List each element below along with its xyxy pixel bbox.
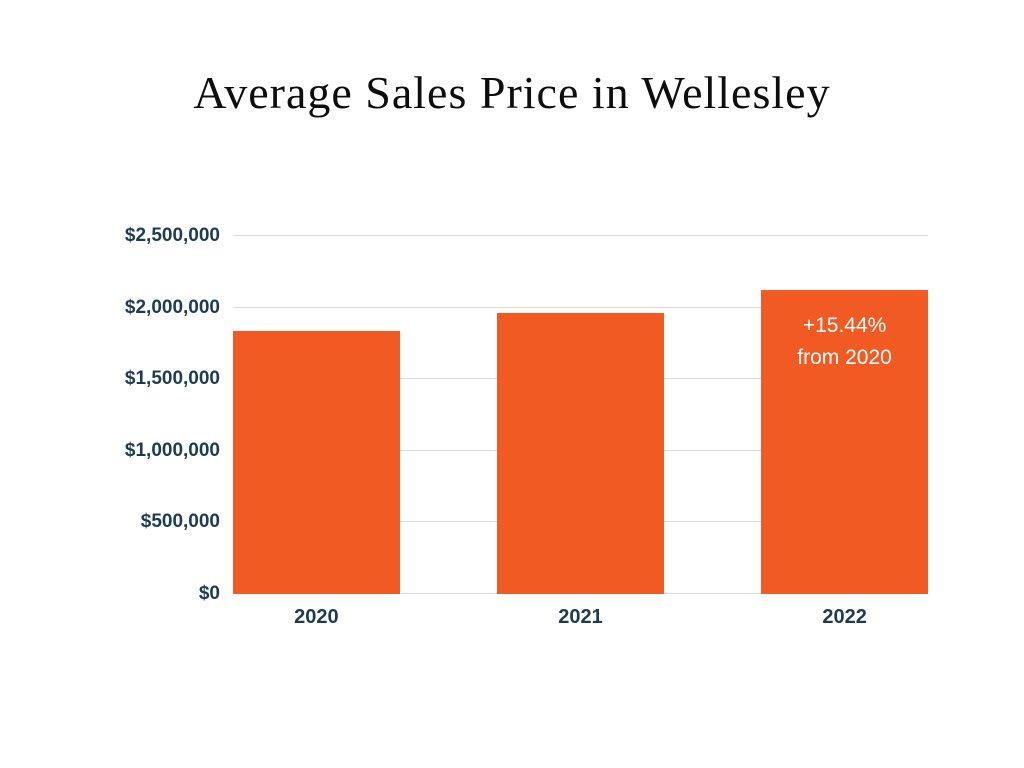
y-tick-label: $0 xyxy=(198,583,220,604)
bar-2020 xyxy=(233,330,400,594)
x-axis: 2020 2021 2022 xyxy=(233,606,928,638)
plot-area: +15.44% from 2020 xyxy=(233,235,928,594)
y-tick-label: $1,500,000 xyxy=(124,368,220,390)
x-tick-label: 2022 xyxy=(822,606,867,628)
y-tick-label: $1,000,000 xyxy=(124,439,220,461)
bar-annotation-line: +15.44% xyxy=(802,313,887,337)
bars: +15.44% from 2020 xyxy=(233,236,928,594)
y-tick-label: $2,000,000 xyxy=(124,296,220,318)
x-tick-label: 2020 xyxy=(294,606,339,628)
x-tick-label: 2021 xyxy=(558,606,603,628)
y-tick-label: $500,000 xyxy=(140,511,220,533)
bar-annotation: +15.44% from 2020 xyxy=(761,310,928,375)
bar-2022: +15.44% from 2020 xyxy=(761,289,928,594)
y-tick-label: $2,500,000 xyxy=(124,225,220,246)
chart-title: Average Sales Price in Wellesley xyxy=(193,67,831,118)
gridline xyxy=(233,306,928,308)
y-axis: $0 $500,000 $1,000,000 $1,500,000 $2,000,000… xyxy=(40,225,220,604)
gridline xyxy=(233,235,928,236)
bar-annotation-line: from 2020 xyxy=(797,346,892,370)
bar-2021 xyxy=(497,312,664,594)
